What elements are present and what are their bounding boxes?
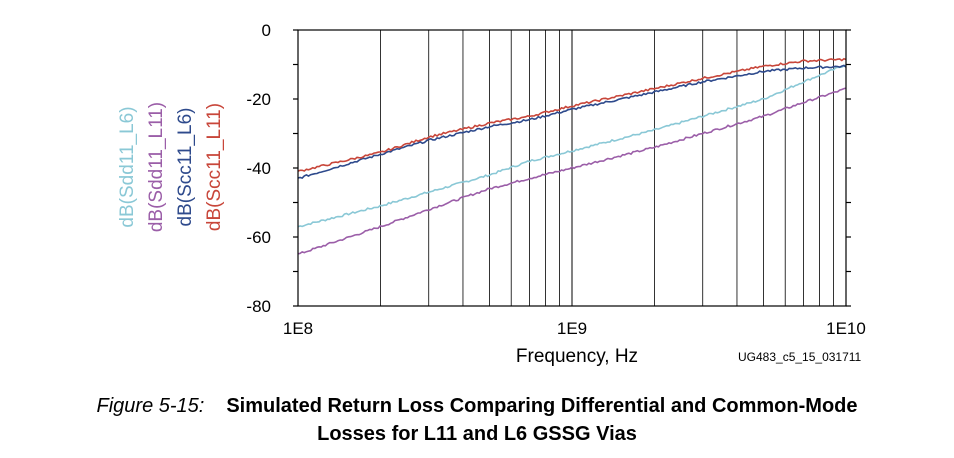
figure-caption: Figure 5-15: Simulated Return Loss Compar… [0,392,954,448]
x-tick-label: 1E10 [826,319,866,338]
legend-label: dB(Scc11_L6) [175,108,196,227]
x-tick-label: 1E9 [557,319,587,338]
y-axis-ticks: 0 -20 -40 -60 -80 [246,21,851,316]
x-axis-title: Frequency, Hz [516,346,638,367]
y-tick-label: -20 [246,90,271,109]
legend-label: dB(Scc11_L11) [204,103,225,231]
series-line [297,57,847,172]
x-tick-label: 1E8 [283,319,313,338]
y-tick-label: -80 [246,297,271,316]
legend: dB(Sdd11_L6) dB(Sdd11_L11) dB(Scc11_L6) dB(… [117,102,225,232]
y-tick-label: -60 [246,228,271,247]
series-line [297,87,847,255]
series-line [297,64,847,180]
series-lines [297,57,847,255]
return-loss-chart: 0 -20 -40 -60 -80 1E8 1E9 1E10 Frequency, Hz U… [117,21,866,367]
legend-label: dB(Sdd11_L6) [117,106,138,227]
caption-number: Figure 5-15: [96,395,205,417]
legend-label: dB(Sdd11_L11) [146,102,167,232]
y-tick-label: 0 [262,21,271,40]
caption-title-line-2: Losses for L11 and L6 GSSG Vias [317,423,637,445]
x-axis-ticks: 1E8 1E9 1E10 [283,319,866,338]
caption-title-line-1: Simulated Return Loss Comparing Differen… [226,395,858,417]
figure-id: UG483_c5_15_031711 [738,350,862,364]
y-tick-label: -40 [246,159,271,178]
series-line [297,64,847,228]
